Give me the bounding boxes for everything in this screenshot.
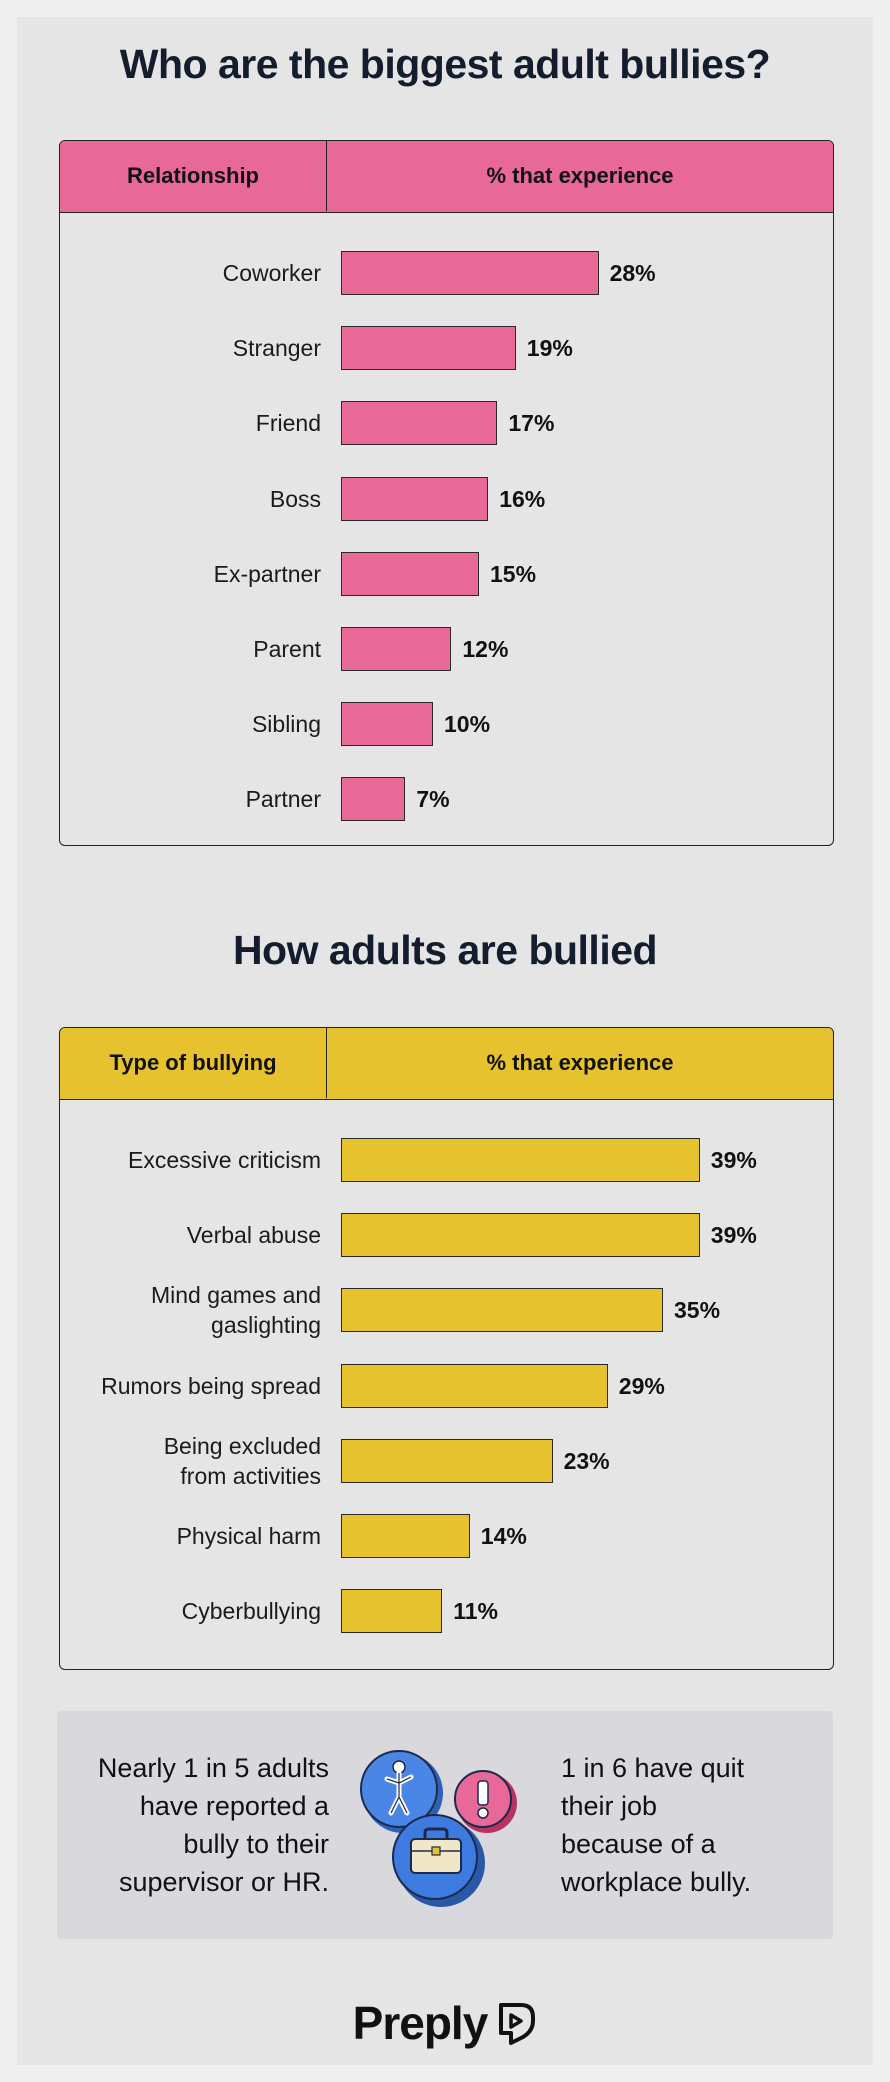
chart1-row: Sibling 10% [60, 702, 833, 747]
chart2-header-left: Type of bullying [60, 1028, 327, 1098]
chart1-category-label: Parent [253, 636, 321, 662]
brand-name: Preply [352, 1997, 489, 2049]
chart2-category-label: Cyberbullying [181, 1598, 321, 1625]
chart2-row: Excessive criticism 39% [60, 1138, 833, 1182]
chart1-row: Ex-partner 15% [60, 551, 833, 596]
chart2-bar [341, 1514, 470, 1558]
chart2-bar [341, 1288, 663, 1333]
chart1-bar [341, 551, 479, 596]
chart1-bar [341, 251, 599, 295]
chart1-value-label: 10% [444, 711, 491, 738]
chart2-bar [341, 1438, 553, 1483]
brand-logo: Preply [17, 1993, 873, 2053]
chart2-category-label: Mind games and gaslighting [150, 1282, 321, 1339]
chart2-row: Rumors being spread 29% [60, 1363, 833, 1408]
chart2-bar [341, 1363, 608, 1408]
person-icon [360, 1750, 443, 1833]
chart2-bar [341, 1213, 700, 1258]
chart1-row: Friend 17% [60, 401, 833, 446]
chart2-category-label: Physical harm [176, 1523, 321, 1549]
chart2-category-label: Excessive criticism [128, 1147, 321, 1173]
chart1-panel: Relationship % that experience Coworker 2… [59, 140, 834, 846]
chart2-value-label: 39% [710, 1222, 757, 1249]
chart2-header-right: % that experience [486, 1050, 674, 1075]
chart1-value-label: 19% [526, 335, 573, 362]
chart1-row: Stranger 19% [60, 326, 833, 371]
chart2-value-label: 11% [453, 1598, 498, 1625]
chart1-category-label: Boss [269, 485, 321, 512]
chart2-header: Type of bullying % that experience [60, 1028, 833, 1100]
chart2-row: Physical harm 14% [60, 1514, 833, 1558]
chart2-bar [341, 1138, 700, 1182]
chart2-category-label: Verbal abuse [186, 1222, 321, 1249]
chart1-category-label: Stranger [232, 335, 321, 362]
chart1-row: Parent 12% [60, 627, 833, 671]
chart1-category-label: Friend [255, 410, 321, 437]
chart1-row: Partner 7% [60, 777, 833, 822]
preply-logo-icon [499, 2003, 536, 2045]
chart2-title: How adults are bullied [232, 927, 658, 973]
chart1-bar [341, 401, 498, 446]
chart1-header-left: Relationship [60, 141, 327, 211]
callout-left-text: Nearly 1 in 5 adults have reported a bul… [97, 1753, 329, 1897]
callout-right-text: 1 in 6 have quit their job because of a … [561, 1753, 752, 1897]
chart2-value-label: 14% [480, 1523, 527, 1549]
chart2-panel: Type of bullying % that experience Exces… [59, 1027, 834, 1670]
chart1-bar [341, 326, 516, 371]
chart2-category-label: Being excluded from activities [163, 1432, 321, 1489]
chart1-title: Who are the biggest adult bullies? [119, 41, 771, 87]
chart1-value-label: 15% [490, 560, 537, 587]
stats-callout: Nearly 1 in 5 adults have reported a bul… [57, 1711, 833, 1939]
chart1-category-label: Ex-partner [213, 560, 321, 587]
chart2-value-label: 29% [618, 1372, 665, 1399]
chart1-category-label: Sibling [251, 711, 321, 738]
briefcase-icon [392, 1814, 485, 1907]
chart1-row: Boss 16% [60, 476, 833, 521]
chart2-category-label: Rumors being spread [101, 1372, 321, 1399]
chart2-value-label: 39% [710, 1147, 757, 1173]
chart1-bar [341, 476, 489, 521]
chart1-bar [341, 702, 433, 747]
chart1-value-label: 16% [499, 485, 546, 512]
bullying-illustration [360, 1750, 517, 1907]
chart1-bar [341, 627, 452, 671]
chart2-value-label: 35% [674, 1297, 721, 1324]
chart1-category-label: Coworker [222, 260, 321, 286]
chart1-value-label: 7% [416, 786, 450, 813]
chart1-header-right: % that experience [486, 163, 674, 188]
chart2-bar [341, 1589, 443, 1634]
chart1-value-label: 12% [462, 636, 509, 662]
chart1-row: Coworker 28% [60, 251, 833, 295]
chart2-row: Verbal abuse 39% [60, 1213, 833, 1258]
infographic: Who are the biggest adult bullies? Relat… [17, 17, 873, 2065]
chart2-row: Cyberbullying 11% [60, 1589, 833, 1634]
chart2-value-label: 23% [563, 1447, 610, 1474]
chart2-row: Mind games and gaslighting 35% [60, 1282, 833, 1339]
chart1-bar [341, 777, 406, 822]
exclamation-icon [454, 1770, 517, 1833]
chart1-value-label: 17% [508, 410, 555, 437]
chart1-category-label: Partner [245, 786, 321, 813]
chart2-row: Being excluded from activities 23% [60, 1432, 833, 1489]
chart1-value-label: 28% [609, 260, 656, 286]
chart1-header: Relationship % that experience [60, 141, 833, 213]
